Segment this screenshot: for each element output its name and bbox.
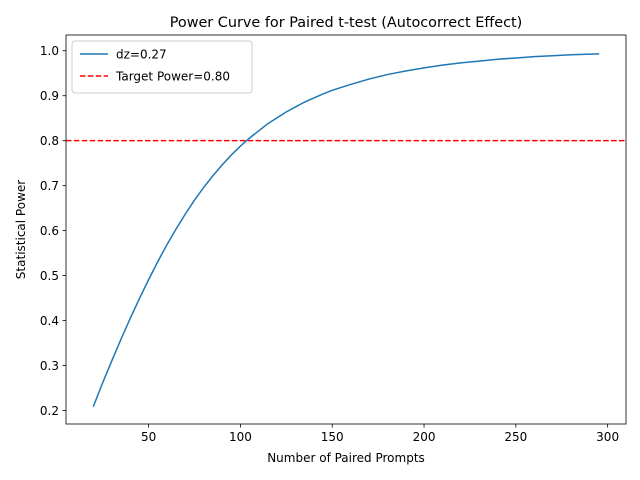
x-tick-label: 250 [504,430,527,444]
x-tick-label: 100 [229,430,252,444]
x-tick-label: 50 [141,430,156,444]
legend-box [71,40,253,94]
chart-title: Power Curve for Paired t-test (Autocorre… [170,15,523,31]
y-tick-label: 0.6 [40,224,59,238]
x-axis-title: Number of Paired Prompts [267,451,425,465]
y-tick-label: 0.7 [40,179,59,193]
y-tick-label: 0.5 [40,269,59,283]
y-tick-label: 0.9 [40,89,59,103]
x-axis: 50 100 150 200 250 300 [141,424,619,444]
x-tick-label: 150 [321,430,344,444]
y-axis: 0.2 0.3 0.4 0.5 0.6 0.7 0.8 0.9 1.0 [40,44,66,418]
x-tick-label: 200 [413,430,436,444]
legend: dz=0.27 Target Power=0.80 [71,40,253,94]
y-tick-label: 0.2 [40,404,59,418]
y-tick-label: 1.0 [40,44,59,58]
y-tick-label: 0.3 [40,359,59,373]
y-tick-label: 0.4 [40,314,59,328]
y-axis-title: Statistical Power [14,180,28,279]
plot-area [66,53,626,407]
legend-label: dz=0.27 [116,47,167,61]
series-line-power [92,53,600,407]
y-tick-label: 0.8 [40,134,59,148]
axes-frame [65,34,627,425]
legend-label: Target Power=0.80 [115,69,230,83]
x-tick-label: 300 [596,430,619,444]
